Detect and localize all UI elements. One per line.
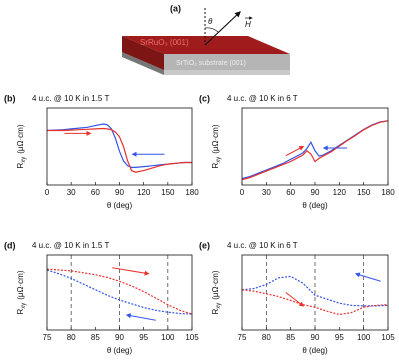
x-tick-label: 150 [161, 188, 175, 197]
y-axis-label-symbol: R [16, 309, 25, 315]
x-tick-label: 120 [137, 188, 151, 197]
panel-title: 4 u.c. @ 10 K in 6 T [227, 94, 298, 103]
y-axis-label-unit: (μΩ·cm) [16, 124, 25, 154]
panel: (c) 4 u.c. @ 10 K in 6 T θ (deg) Rxy (μΩ·cm)… [199, 93, 395, 210]
x-tick-label: 30 [67, 188, 76, 197]
y-axis-label-symbol: R [211, 309, 220, 315]
y-axis-label-unit: (μΩ·cm) [16, 270, 25, 300]
x-tick-label: 100 [357, 333, 371, 342]
panel-label: (d) [4, 240, 16, 250]
y-axis-label: Rxy (μΩ·cm) [211, 270, 221, 314]
panel-label: (b) [4, 93, 16, 103]
panel-title: 4 u.c. @ 10 K in 1.5 T [32, 94, 109, 103]
y-axis-label-symbol: R [16, 163, 25, 169]
x-tick-label: 150 [357, 188, 371, 197]
x-tick-label: 90 [115, 188, 124, 197]
x-tick-label: 0 [45, 188, 50, 197]
film-left [122, 36, 164, 70]
x-tick-label: 95 [139, 333, 148, 342]
panel-label: (e) [199, 240, 210, 250]
direction-arrow [112, 267, 150, 276]
x-tick-label: 85 [91, 333, 100, 342]
field-label: H [245, 20, 251, 29]
angle-label: θ [208, 17, 213, 26]
direction-arrow [285, 292, 305, 307]
panel-label: (c) [199, 93, 210, 103]
plot-frame [241, 254, 389, 331]
x-tick-label: 75 [43, 333, 52, 342]
x-tick-label: 105 [381, 333, 395, 342]
x-axis-label: θ (deg) [302, 346, 328, 355]
data-line [241, 120, 389, 180]
x-tick-label: 90 [311, 188, 320, 197]
x-tick-label: 85 [286, 333, 295, 342]
x-axis-label: θ (deg) [302, 201, 328, 210]
y-axis-label-unit: (μΩ·cm) [211, 270, 220, 300]
panel: (e) 4 u.c. @ 10 K in 6 T θ (deg) Rxy (μΩ·cm)… [199, 240, 395, 355]
x-tick-label: 90 [115, 333, 124, 342]
y-axis-label-subscript: xy [21, 303, 27, 309]
plot-frame [241, 107, 389, 186]
data-line [47, 127, 192, 173]
y-axis-label: Rxy (μΩ·cm) [16, 124, 26, 168]
angle-arc [204, 27, 219, 33]
substrate-left [122, 52, 164, 75]
data-line [241, 120, 389, 181]
y-axis-label-symbol: R [211, 163, 220, 169]
x-tick-label: 105 [185, 333, 199, 342]
x-tick-label: 90 [311, 333, 320, 342]
data-line [46, 268, 193, 315]
direction-arrow [125, 313, 156, 321]
panel: (d) 4 u.c. @ 10 K in 1.5 T θ (deg) Rxy (μΩ·c… [4, 240, 199, 355]
substrate-front [164, 70, 290, 75]
panel: (b) 4 u.c. @ 10 K in 1.5 T θ (deg) Rxy (μΩ·c… [4, 93, 199, 210]
x-axis-label: θ (deg) [107, 201, 133, 210]
direction-arrow [285, 146, 305, 157]
panel-title: 4 u.c. @ 10 K in 1.5 T [32, 241, 109, 250]
direction-arrow [354, 272, 381, 282]
panel-label: (a) [170, 3, 181, 13]
x-tick-label: 100 [161, 333, 175, 342]
x-tick-label: 180 [185, 188, 199, 197]
data-line [241, 289, 389, 316]
x-tick-label: 60 [286, 188, 295, 197]
x-tick-label: 75 [238, 333, 247, 342]
x-tick-label: 95 [335, 333, 344, 342]
field-arrow [204, 11, 241, 46]
y-axis-label: Rxy (μΩ·cm) [16, 270, 26, 314]
film-front [164, 54, 290, 70]
plot-frame [46, 107, 193, 186]
x-tick-label: 0 [240, 188, 245, 197]
y-axis-label-unit: (μΩ·cm) [211, 124, 220, 154]
x-tick-label: 80 [262, 333, 271, 342]
y-axis-label-subscript: xy [216, 303, 222, 309]
plot-frame [46, 254, 193, 331]
x-tick-label: 80 [67, 333, 76, 342]
panel-title: 4 u.c. @ 10 K in 6 T [227, 241, 298, 250]
x-tick-label: 60 [91, 188, 100, 197]
diagram: (a) θ H SrRuO₃ (001) SrTiO₃ substrate (0… [122, 3, 290, 75]
substrate-label: SrTiO₃ substrate (001) [176, 60, 246, 67]
data-line [46, 269, 193, 315]
x-tick-label: 30 [262, 188, 271, 197]
film [122, 36, 290, 54]
y-axis-label: Rxy (μΩ·cm) [211, 124, 221, 168]
film-label: SrRuO₃ (001) [140, 38, 189, 47]
y-axis-label-subscript: xy [216, 157, 222, 163]
y-axis-label-subscript: xy [21, 157, 27, 163]
x-tick-label: 120 [333, 188, 347, 197]
data-line [241, 275, 389, 307]
x-axis-label: θ (deg) [107, 346, 133, 355]
x-tick-label: 180 [381, 188, 395, 197]
